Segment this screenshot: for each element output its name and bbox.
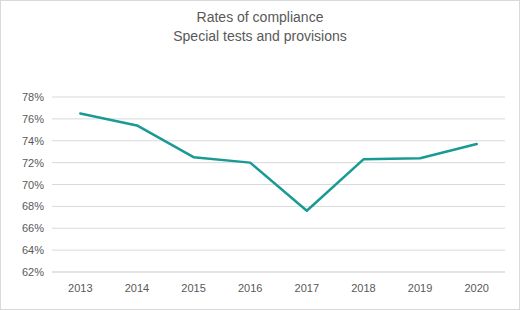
- x-tick-label: 2015: [181, 282, 205, 294]
- x-tick-label: 2016: [238, 282, 262, 294]
- grid-line: [52, 272, 505, 273]
- x-tick-label: 2013: [68, 282, 92, 294]
- grid-line: [52, 206, 505, 207]
- subtitle: Special tests and provisions: [173, 28, 347, 44]
- grid-line: [52, 250, 505, 251]
- y-tick-label: 76%: [22, 113, 44, 125]
- x-tick-label: 2018: [351, 282, 375, 294]
- grid-line: [52, 184, 505, 185]
- x-tick-label: 2020: [464, 282, 488, 294]
- y-tick-label: 78%: [22, 91, 44, 103]
- x-tick-label: 2019: [408, 282, 432, 294]
- y-tick-label: 64%: [22, 244, 44, 256]
- grid-line: [52, 97, 505, 98]
- y-tick-label: 74%: [22, 135, 44, 147]
- grid-line: [52, 118, 505, 119]
- x-tick-label: 2017: [295, 282, 319, 294]
- x-axis-line: [52, 272, 505, 273]
- y-tick-label: 70%: [22, 179, 44, 191]
- chart: Rates of compliance Special tests and pro…: [0, 0, 520, 310]
- grid-line: [52, 228, 505, 229]
- title: Rates of compliance: [197, 9, 324, 25]
- line: [80, 113, 476, 210]
- grid-line: [52, 140, 505, 141]
- series-group: [80, 113, 476, 210]
- x-tick-label: 2014: [125, 282, 149, 294]
- grid-line: [52, 162, 505, 163]
- y-tick-label: 68%: [22, 200, 44, 212]
- y-tick-label: 62%: [22, 266, 44, 278]
- y-tick-label: 72%: [22, 157, 44, 169]
- chart-border: [1, 1, 520, 310]
- y-tick-label: 66%: [22, 222, 44, 234]
- grid: [52, 97, 505, 272]
